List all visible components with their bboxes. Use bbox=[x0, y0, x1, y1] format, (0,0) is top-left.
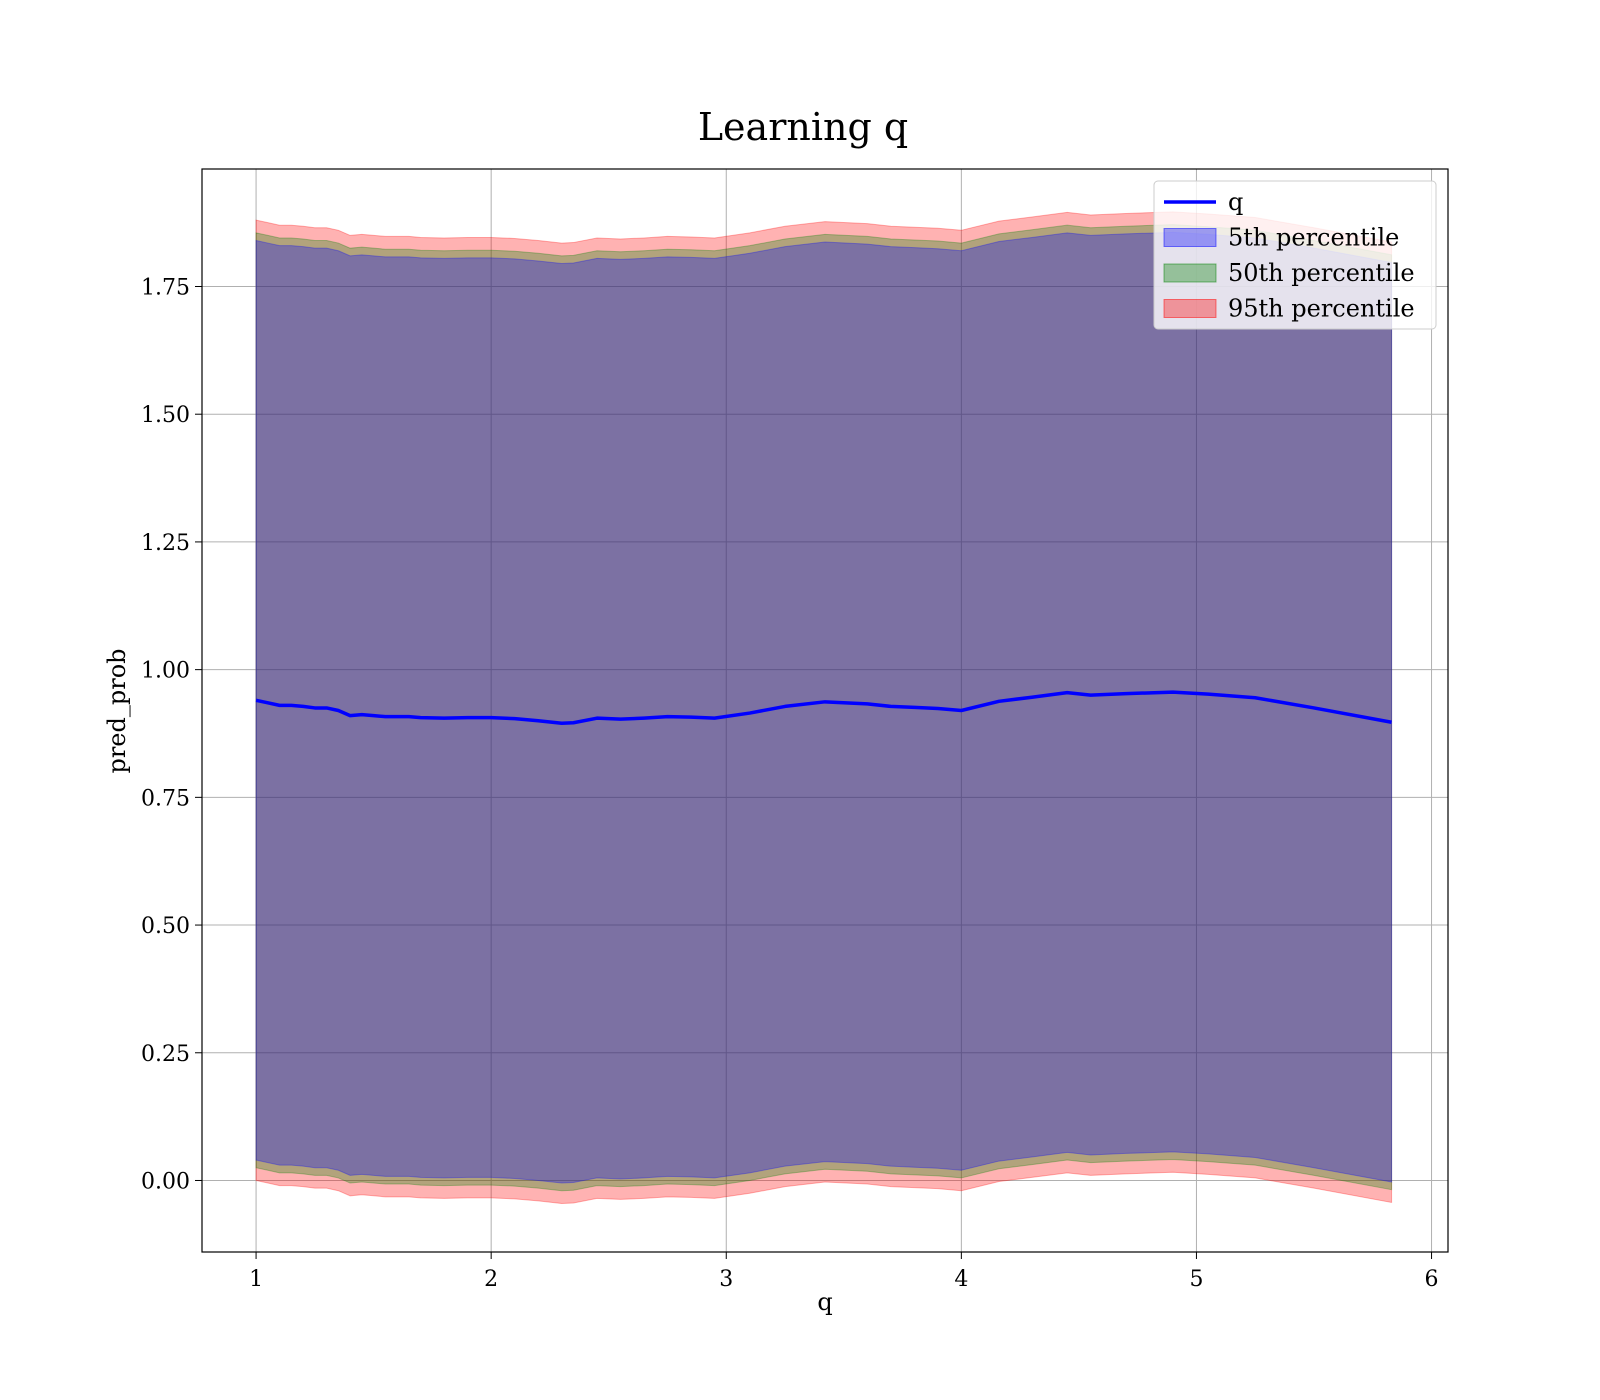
band-95th-percentile bbox=[255, 211, 1393, 1204]
y-tick-label: 1.50 bbox=[141, 403, 190, 428]
legend-patch-swatch bbox=[1163, 263, 1217, 283]
y-axis-label: pred_prob bbox=[103, 648, 131, 773]
plot-frame bbox=[201, 168, 1449, 1253]
legend-patch-swatch bbox=[1163, 299, 1217, 318]
chart-title: Learning q bbox=[698, 105, 908, 149]
y-tick-label: 1.75 bbox=[141, 275, 190, 300]
band-5th-percentile bbox=[255, 231, 1393, 1184]
x-tick-label: 1 bbox=[249, 1267, 263, 1292]
legend-entry-label: 95th percentile bbox=[1228, 295, 1415, 323]
band-50th-percentile bbox=[255, 224, 1393, 1192]
y-tick-label: 1.25 bbox=[141, 531, 190, 556]
percentile-bands bbox=[255, 211, 1393, 1204]
y-tick-label: 0.25 bbox=[141, 1042, 190, 1067]
legend-patch-swatch bbox=[1163, 228, 1217, 247]
x-tick-label: 4 bbox=[954, 1267, 968, 1292]
y-tick-label: 1.00 bbox=[141, 659, 190, 684]
x-tick-label: 6 bbox=[1425, 1267, 1439, 1292]
legend-box bbox=[1153, 180, 1437, 330]
legend-entry-label: 5th percentile bbox=[1228, 224, 1399, 252]
y-tick-label: 0.50 bbox=[141, 914, 190, 939]
x-tick-label: 3 bbox=[719, 1267, 733, 1292]
q-line-layer bbox=[255, 690, 1392, 726]
y-tick-label: 0.75 bbox=[141, 786, 190, 811]
tick-layer: 1 2 3 4 5 6 0.00 0.25 0.50 0.75 1.00 1.25 1.50 1.75 bbox=[141, 275, 1439, 1292]
legend-entry-label: 50th percentile bbox=[1228, 259, 1415, 287]
legend-entry-label: q bbox=[1228, 188, 1243, 216]
x-tick-label: 2 bbox=[484, 1267, 498, 1292]
grid-layer bbox=[202, 169, 1448, 1252]
legend: q 5th percentile 50th percentile 95th perce… bbox=[1153, 180, 1437, 330]
series-line-q bbox=[255, 690, 1392, 726]
x-tick-label: 5 bbox=[1189, 1267, 1203, 1292]
x-axis-label: q bbox=[817, 1288, 832, 1316]
y-tick-label: 0.00 bbox=[141, 1169, 190, 1194]
